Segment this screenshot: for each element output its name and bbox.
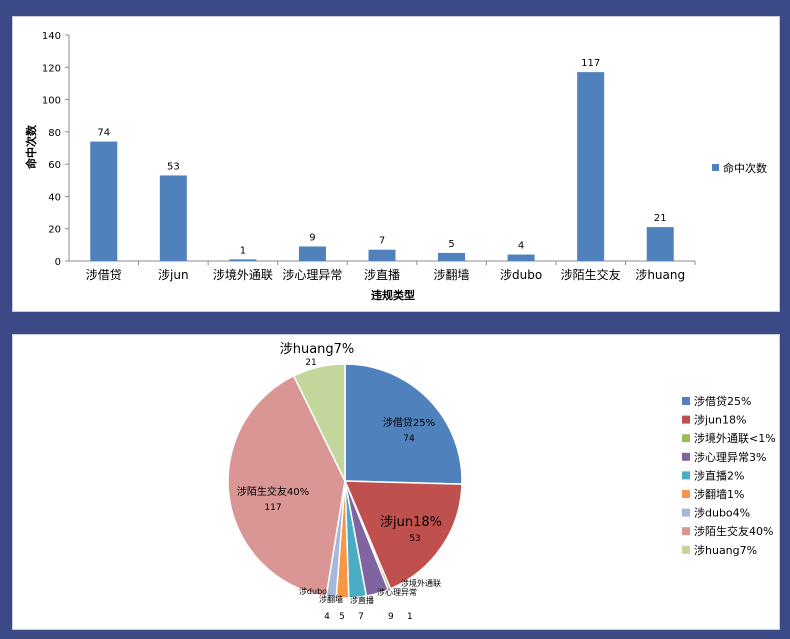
bar-chart-panel: 0 20 40 60 80 100 120 140 74 53 1 9 7 5 4 117 21 涉借贷 涉ju…: [12, 16, 780, 312]
bar-value-label: 117: [581, 58, 600, 69]
pie-legend-swatch: [682, 452, 690, 461]
bar: [298, 246, 326, 261]
x-tick-label: 涉借贷: [86, 268, 122, 282]
y-tick-label: 100: [42, 96, 61, 107]
pie-legend-label: 涉借贷25%: [694, 394, 751, 408]
pie-label-value: 21: [305, 358, 316, 368]
bar: [229, 259, 257, 261]
pie-legend-swatch: [682, 415, 690, 424]
pie-legend-label: 涉huang7%: [694, 543, 757, 557]
bar: [646, 227, 674, 261]
pie-label-name: 涉境外通联: [401, 578, 441, 588]
x-tick-label: 涉陌生交友: [561, 267, 621, 282]
pie-legend-label: 涉心理异常3%: [694, 450, 766, 464]
pie-label-name: 涉直播: [350, 595, 374, 605]
x-axis-label: 违规类型: [371, 288, 415, 302]
bar-value-label: 21: [654, 213, 667, 224]
y-tick-label: 40: [48, 192, 61, 203]
pie-legend-swatch: [682, 434, 690, 443]
y-axis-label: 命中次数: [24, 124, 38, 170]
x-tick-label: 涉翻墙: [434, 268, 470, 282]
bar: [438, 252, 466, 261]
bar-value-label: 9: [309, 232, 315, 243]
bar-value-label: 7: [379, 236, 385, 247]
pie-label-name: 涉翻墙: [319, 594, 343, 604]
legend-swatch: [712, 164, 719, 171]
bar-value-label: 74: [97, 128, 110, 139]
bar: [507, 254, 535, 261]
pie-label-value: 5: [339, 612, 345, 622]
y-tick-label: 0: [55, 257, 61, 268]
pie-slice: [292, 363, 346, 482]
pie-legend-label: 涉陌生交友40%: [694, 524, 773, 538]
pie-label-value: 4: [324, 612, 330, 622]
x-tick-label: 涉dubo: [500, 268, 542, 282]
pie-legend-label: 涉jun18%: [694, 413, 746, 427]
pie-label-value: 117: [264, 503, 281, 513]
bar: [577, 72, 605, 261]
pie-legend-swatch: [682, 490, 690, 498]
pie-legend-label: 涉翻墙1%: [694, 487, 744, 501]
pie-label-value: 53: [409, 534, 420, 544]
pie-legend-swatch: [682, 527, 690, 536]
bar-legend: 命中次数: [712, 161, 767, 175]
y-tick-label: 120: [42, 63, 61, 74]
pie-label-value: 74: [403, 434, 415, 444]
pie-label-name: 涉陌生交友40%: [237, 485, 309, 498]
pie-label-value: 9: [388, 612, 394, 622]
x-tick-label: 涉jun: [158, 268, 189, 282]
pie-chart-panel: 涉借贷25% 74 涉jun18% 53 涉境外通联 1 涉心理异常 9 涉直播…: [12, 334, 780, 630]
bar: [368, 249, 396, 261]
pie-legend-label: 涉dubo4%: [694, 506, 750, 520]
legend-label: 命中次数: [723, 161, 767, 175]
pie-label-name: 涉dubo: [299, 586, 327, 596]
x-tick-label: 涉huang: [635, 268, 685, 282]
x-tick-label: 涉境外通联: [213, 267, 273, 282]
pie-label-value: 1: [407, 612, 413, 622]
x-tick-label: 涉直播: [364, 268, 400, 282]
pie-legend: 涉借贷25% 涉jun18% 涉境外通联<1% 涉心理异常3% 涉直播2% 涉翻墙1% 涉d…: [682, 394, 776, 557]
pie-chart: 涉借贷25% 74 涉jun18% 53 涉境外通联 1 涉心理异常 9 涉直播…: [227, 342, 776, 622]
y-tick-label: 20: [48, 225, 61, 236]
bar-value-label: 53: [167, 161, 180, 172]
pie-legend-swatch: [682, 545, 690, 554]
pie-label-value: 7: [358, 612, 364, 622]
pie-legend-swatch: [682, 397, 690, 405]
pie-label-name: 涉jun18%: [380, 515, 442, 530]
pie-legend-swatch: [682, 471, 690, 480]
y-tick-label: 60: [48, 160, 61, 171]
pie-slice: [344, 363, 463, 485]
pie-legend-label: 涉境外通联<1%: [694, 431, 776, 445]
bar-value-label: 5: [448, 239, 454, 250]
bar: [90, 141, 118, 261]
y-tick-label: 140: [42, 31, 61, 42]
pie-label-name: 涉心理异常: [377, 587, 417, 597]
y-tick-label: 80: [48, 128, 61, 139]
bar: [159, 175, 187, 261]
bar-value-label: 1: [240, 245, 246, 256]
pie-label-name: 涉借贷25%: [383, 416, 435, 429]
pie-legend-label: 涉直播2%: [694, 468, 744, 482]
bar-value-label: 4: [518, 241, 524, 252]
pie-slice: [343, 480, 463, 590]
pie-slice: [227, 374, 346, 598]
x-tick-label: 涉心理异常: [282, 268, 342, 282]
pie-label-name: 涉huang7%: [280, 342, 355, 357]
pie-legend-swatch: [682, 508, 690, 517]
bar-chart: 0 20 40 60 80 100 120 140 74 53 1 9 7 5 4 117 21 涉借贷 涉ju…: [24, 31, 767, 302]
